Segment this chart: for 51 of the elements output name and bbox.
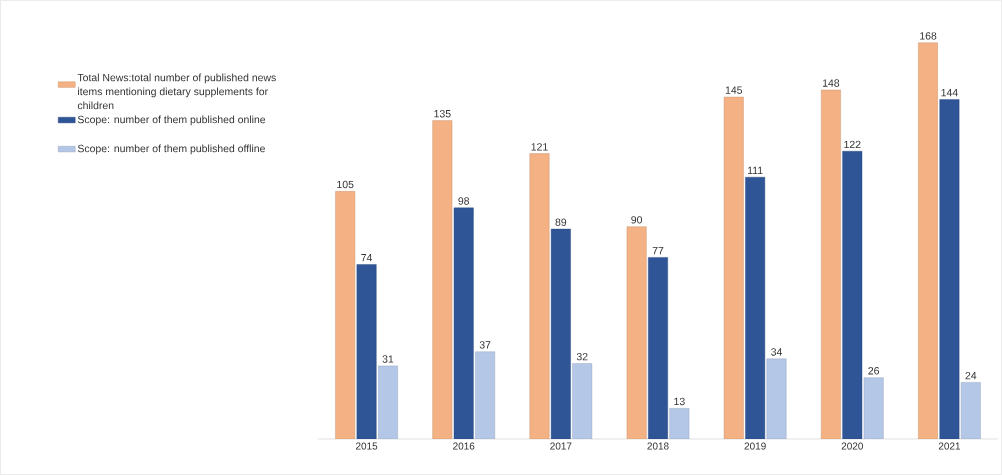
data-label: 98: [458, 197, 470, 205]
bar: [745, 177, 766, 439]
data-label: 31: [382, 355, 394, 363]
data-label: 13: [674, 397, 685, 406]
data-label: 168: [920, 32, 937, 40]
data-label: 32: [576, 352, 588, 361]
x-tick-label: 2018: [647, 442, 669, 450]
legend-label: Total News:total number of published news items mentioning dietary supplements for children: [77, 73, 276, 110]
data-label: 24: [965, 371, 977, 380]
data-label: 34: [771, 348, 783, 356]
x-tick-label: 2019: [744, 442, 766, 450]
bar: [475, 351, 495, 439]
bar: [572, 363, 593, 439]
data-label: 122: [844, 140, 861, 149]
legend-label: Scope: number of them published offline: [77, 144, 265, 155]
x-tick-label: 2017: [550, 442, 572, 450]
data-label: 148: [822, 79, 840, 87]
bar: [766, 358, 787, 439]
x-tick-label: 2021: [938, 442, 961, 450]
x-tick-label: 2016: [453, 442, 475, 450]
x-tick-label: 2020: [841, 442, 863, 450]
bar: [723, 96, 744, 439]
bar: [335, 191, 356, 439]
bar: [842, 151, 863, 439]
bar: [529, 153, 550, 439]
data-label: 77: [652, 247, 664, 255]
data-label: 144: [941, 89, 958, 97]
bar: [453, 207, 474, 439]
bar: [626, 226, 647, 439]
data-label: 74: [361, 254, 373, 262]
data-label: 37: [479, 341, 491, 349]
data-label: 135: [434, 110, 451, 118]
bar: [918, 42, 938, 439]
bar: [550, 228, 571, 439]
x-tick-label: 2015: [355, 442, 378, 450]
bar: [821, 89, 841, 439]
data-label: 111: [747, 166, 763, 175]
bar: [863, 377, 884, 439]
data-label: 121: [531, 143, 548, 151]
legend-label: Scope: number of them published online: [77, 115, 266, 126]
bar: [960, 382, 981, 439]
data-label: 89: [555, 218, 567, 226]
bar: [356, 264, 377, 439]
bar: [378, 365, 398, 439]
data-label: 26: [868, 367, 880, 375]
bar: [648, 257, 668, 439]
data-label: 105: [337, 180, 354, 189]
bar: [432, 120, 453, 439]
data-label: 145: [725, 86, 743, 94]
bar: [939, 99, 960, 439]
data-label: 90: [631, 216, 643, 224]
